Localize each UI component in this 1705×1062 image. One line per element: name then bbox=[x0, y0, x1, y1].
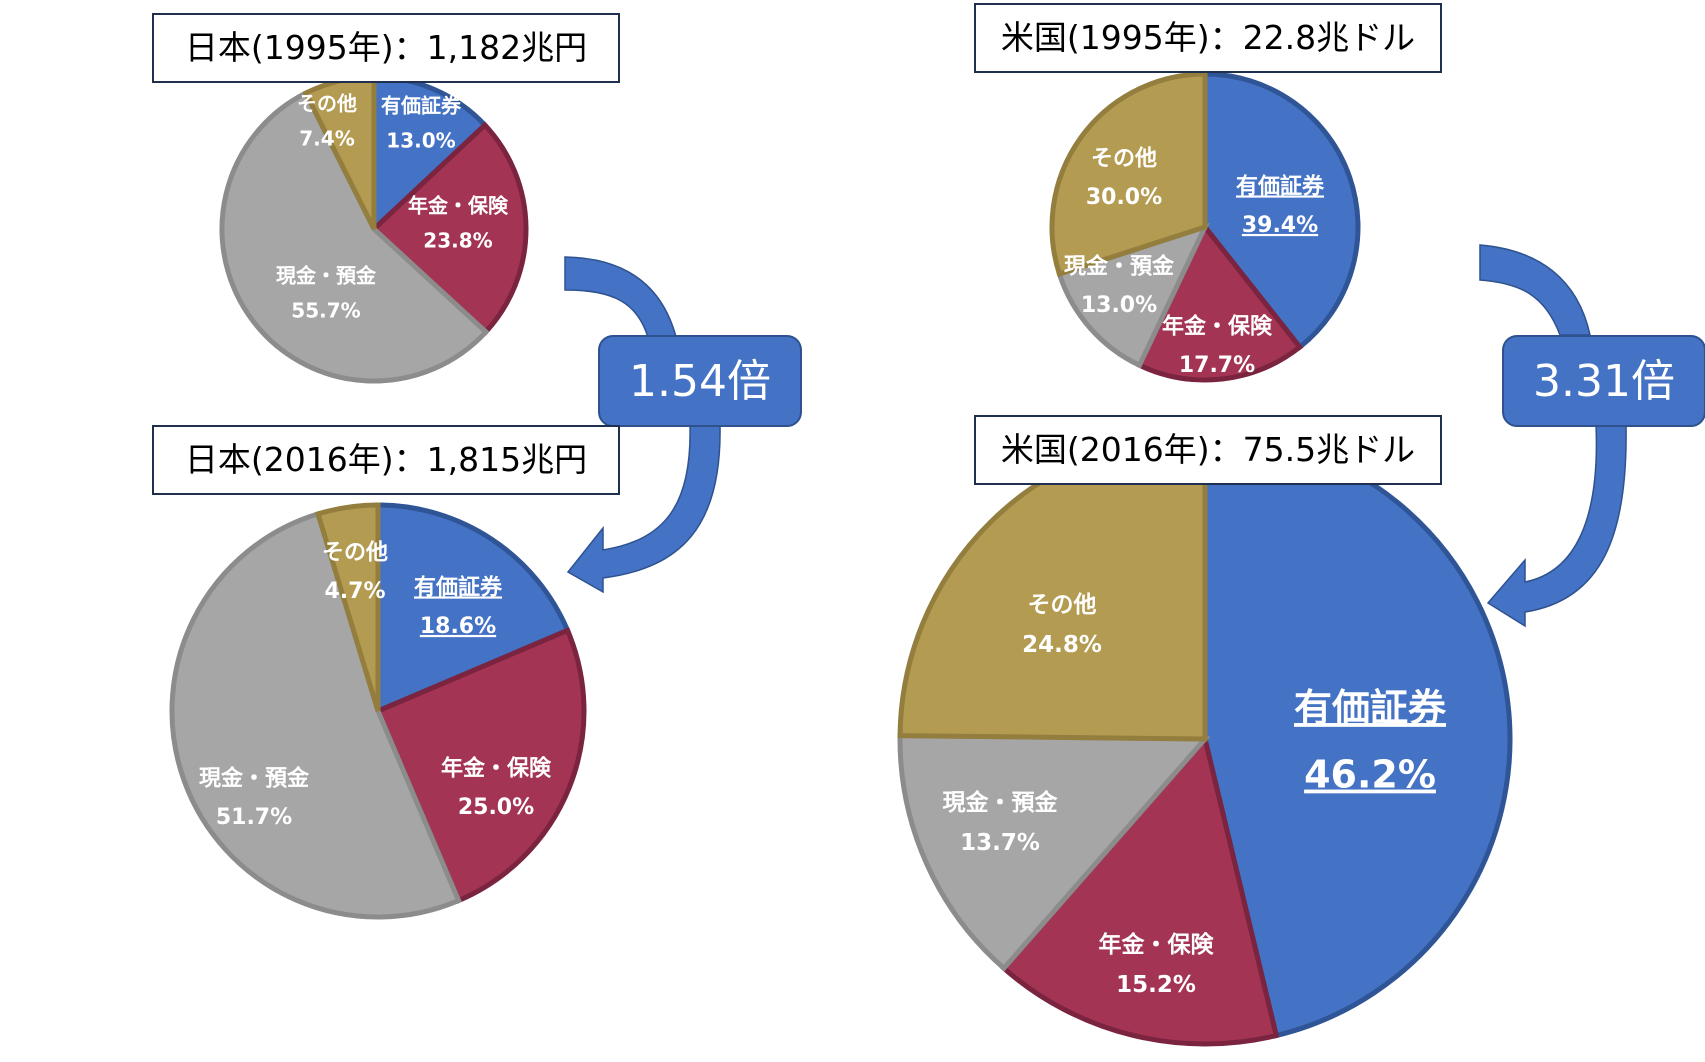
pie-slice-pension-insurance bbox=[374, 627, 587, 904]
pie-slice-cash-deposits bbox=[897, 733, 1211, 972]
arrow-japan-bottom bbox=[566, 424, 721, 594]
arrow-japan-top bbox=[564, 256, 679, 346]
arrow-us-bottom bbox=[1486, 424, 1627, 628]
title-box-japan-1995 bbox=[152, 13, 620, 83]
pie-slice-cash-deposits bbox=[1056, 222, 1210, 369]
slice-percent-label: 13.7% bbox=[960, 830, 1040, 856]
ratio-label-japan: 1.54倍 bbox=[629, 356, 771, 407]
slice-label: 年金・保険 bbox=[1162, 313, 1273, 339]
pie-slice-securities bbox=[1202, 71, 1361, 351]
slice-percent-label: 30.0% bbox=[1086, 185, 1162, 210]
chart-title-japan-1995: 日本(1995年)：1,182兆円 bbox=[185, 28, 587, 67]
pie-japan-2016: 有価証券 18.6% 年金・保険 25.0% 現金・預金 51.7% その他 4.7% bbox=[169, 502, 587, 920]
arrow-us-top bbox=[1479, 244, 1591, 336]
slice-label: 有価証券 bbox=[1294, 686, 1447, 730]
title-box-us-2016 bbox=[974, 415, 1442, 485]
slice-label: その他 bbox=[1028, 592, 1097, 618]
pie-slice-cash-deposits bbox=[219, 89, 490, 384]
slice-label: 有価証券 bbox=[381, 94, 462, 118]
slice-label: 有価証券 bbox=[1236, 173, 1325, 199]
slice-percent-label: 39.4% bbox=[1242, 213, 1318, 238]
pie-slice-other bbox=[1049, 71, 1208, 278]
pie-slice-securities bbox=[375, 502, 571, 715]
pie-us-2016: 有価証券 46.2% 年金・保険 15.2% 現金・預金 13.7% その他 24.8% bbox=[897, 431, 1513, 1047]
pie-slice-cash-deposits bbox=[169, 510, 462, 920]
slice-percent-label: 15.2% bbox=[1116, 972, 1196, 998]
slice-percent-label: 51.7% bbox=[216, 805, 292, 830]
slice-percent-label: 7.4% bbox=[299, 127, 354, 151]
slice-percent-label: 25.0% bbox=[458, 795, 534, 820]
chart-title-us-2016: 米国(2016年)：75.5兆ドル bbox=[1001, 430, 1415, 469]
slice-percent-label: 13.0% bbox=[1081, 293, 1157, 318]
slice-label: 現金・預金 bbox=[276, 264, 377, 288]
chart-title-japan-2016: 日本(2016年)：1,815兆円 bbox=[185, 440, 587, 479]
pie-slice-pension-insurance bbox=[370, 121, 529, 336]
slice-percent-label: 4.7% bbox=[324, 579, 385, 604]
slice-label: 年金・保険 bbox=[408, 194, 509, 218]
title-box-japan-2016 bbox=[152, 425, 620, 495]
slice-percent-label: 18.6% bbox=[420, 614, 496, 639]
pie-us-1995: 有価証券 39.4% 年金・保険 17.7% 現金・預金 13.0% その他 30.0% bbox=[1049, 71, 1361, 383]
pie-slice-other bbox=[314, 502, 381, 712]
ratio-box-us bbox=[1502, 335, 1705, 427]
slice-label: 有価証券 bbox=[414, 574, 503, 600]
slice-label: 現金・預金 bbox=[1064, 253, 1175, 279]
ratio-label-us: 3.31倍 bbox=[1533, 356, 1675, 407]
slice-percent-label: 13.0% bbox=[386, 129, 455, 153]
title-box-us-1995 bbox=[974, 3, 1442, 73]
slice-label: 現金・預金 bbox=[943, 789, 1059, 816]
slice-label: 年金・保険 bbox=[1099, 931, 1215, 958]
chart-title-us-1995: 米国(1995年)：22.8兆ドル bbox=[1001, 18, 1415, 57]
slice-percent-label: 17.7% bbox=[1179, 353, 1255, 378]
slice-percent-label: 23.8% bbox=[423, 229, 492, 253]
slice-label: 年金・保険 bbox=[441, 755, 552, 781]
slice-label: その他 bbox=[297, 92, 357, 116]
slice-label: その他 bbox=[322, 540, 388, 565]
slice-percent-label: 46.2% bbox=[1304, 753, 1436, 797]
pie-slice-pension-insurance bbox=[1136, 222, 1304, 383]
slice-percent-label: 24.8% bbox=[1022, 632, 1102, 658]
pie-japan-1995: 有価証券 13.0% 年金・保険 23.8% 現金・預金 55.7% その他 7.4% bbox=[219, 74, 529, 384]
slice-label: その他 bbox=[1091, 146, 1157, 171]
slice-percent-label: 55.7% bbox=[291, 299, 360, 323]
slice-label: 現金・預金 bbox=[199, 765, 310, 791]
ratio-box-japan bbox=[598, 335, 802, 427]
pie-slice-pension-insurance bbox=[1000, 733, 1280, 1047]
